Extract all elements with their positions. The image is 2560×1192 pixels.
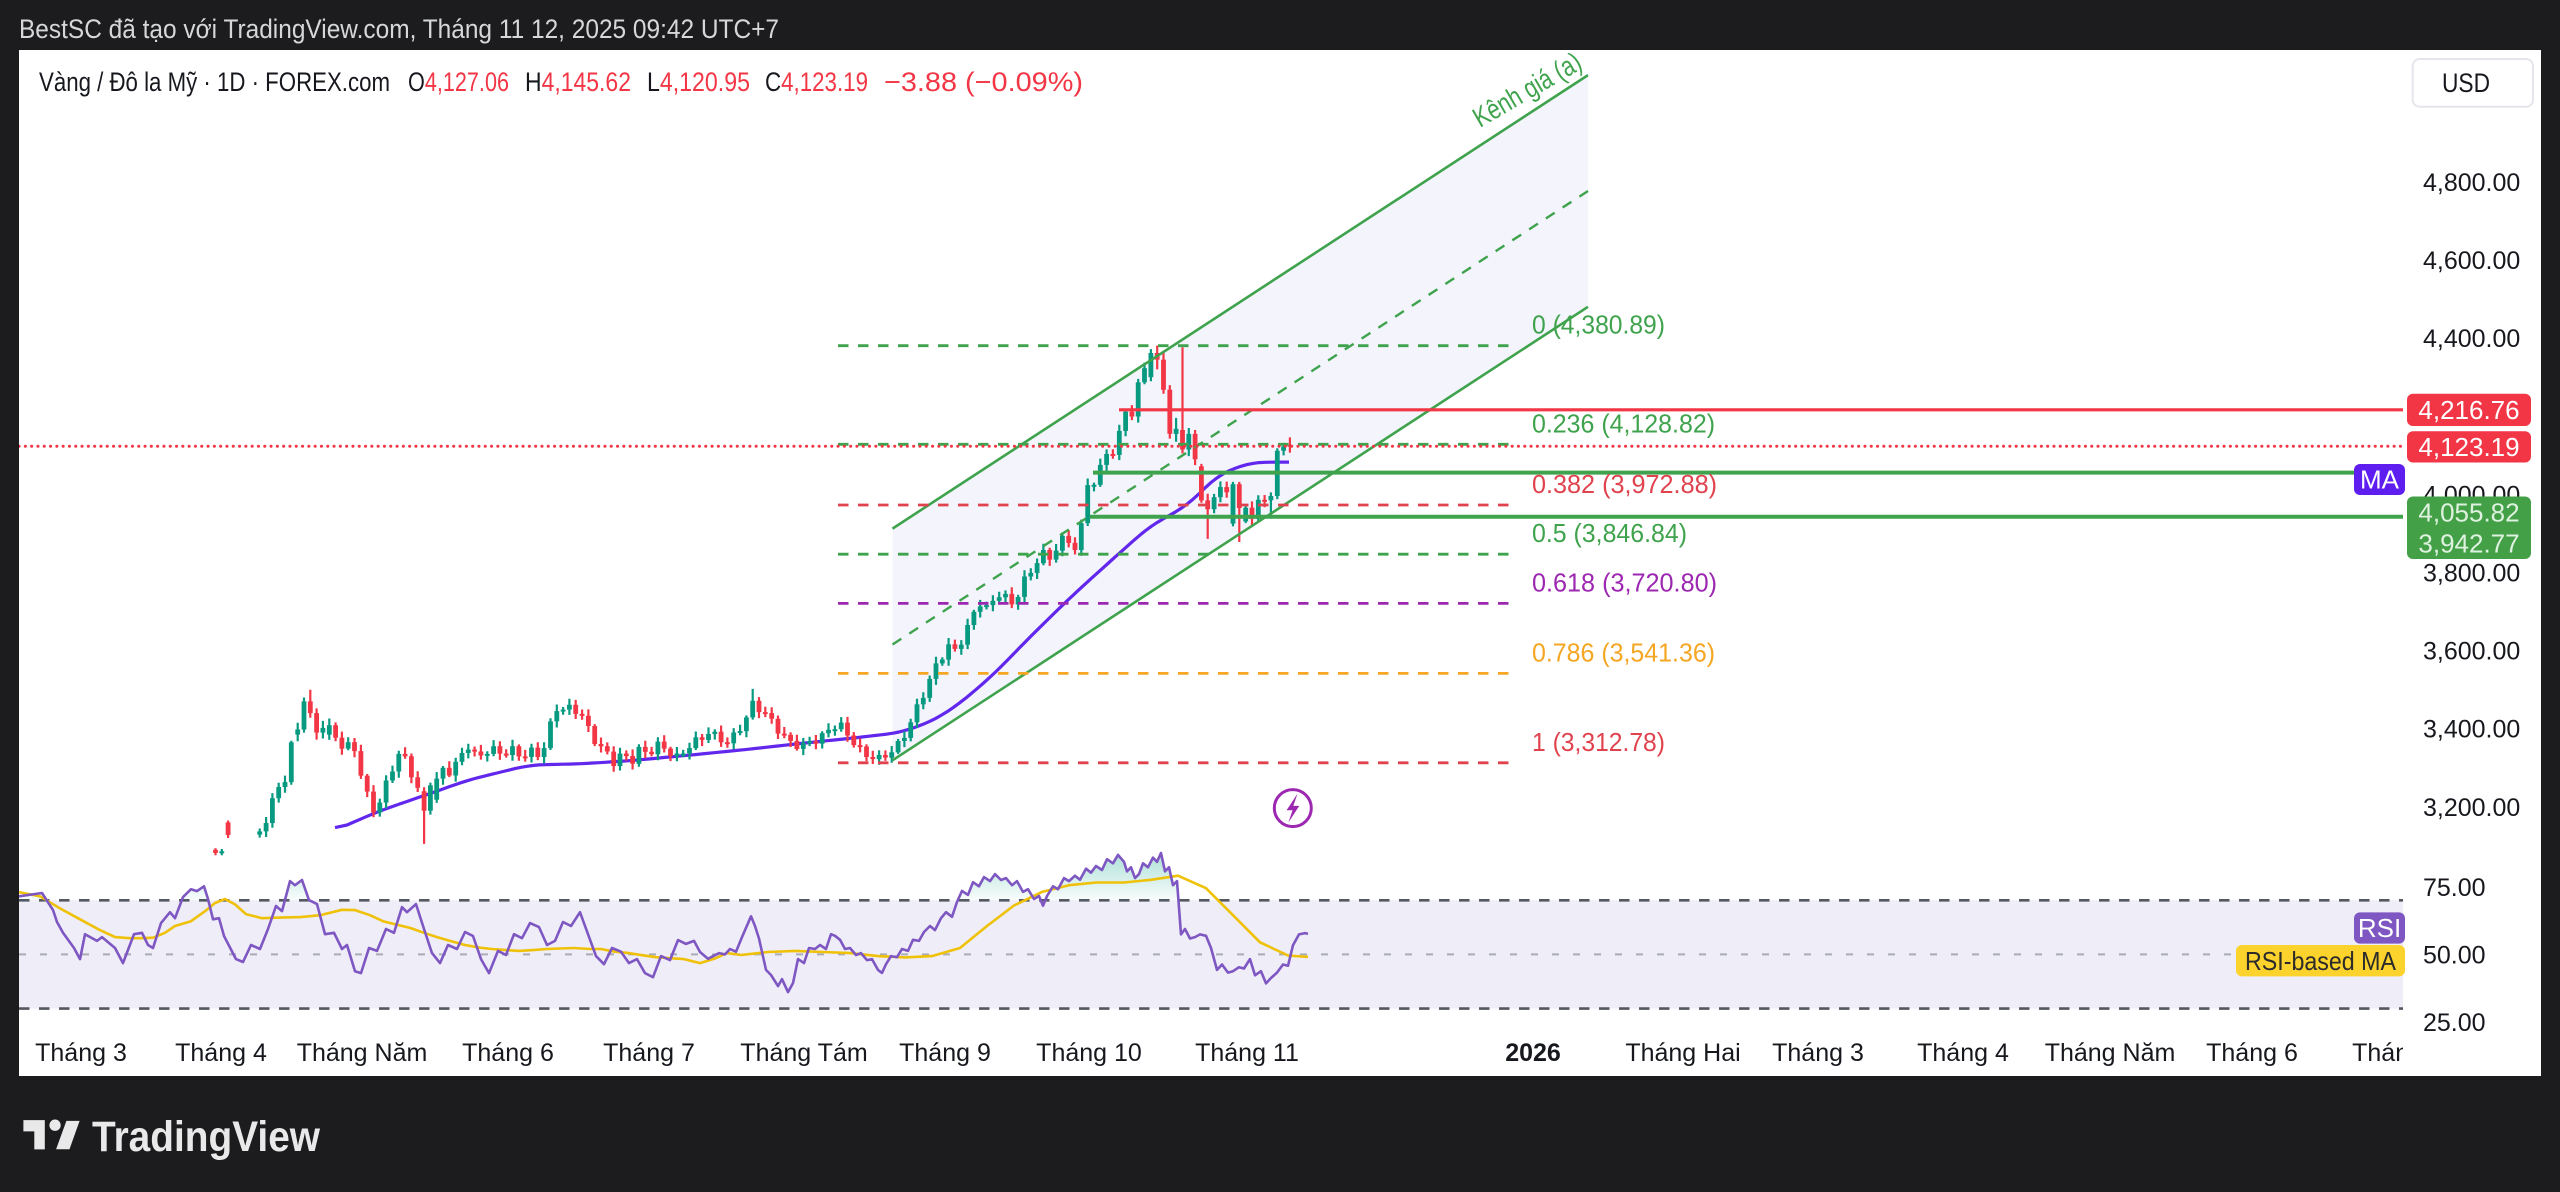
svg-text:L4,120.95: L4,120.95 — [647, 67, 750, 97]
svg-text:4,800.00: 4,800.00 — [2423, 169, 2520, 197]
svg-text:H4,145.62: H4,145.62 — [525, 67, 631, 97]
svg-text:3,942.77: 3,942.77 — [2418, 529, 2519, 559]
svg-text:75.00: 75.00 — [2423, 874, 2486, 902]
svg-text:4,600.00: 4,600.00 — [2423, 247, 2520, 275]
svg-text:TradingView: TradingView — [92, 1113, 320, 1161]
svg-text:0.5 (3,846.84): 0.5 (3,846.84) — [1532, 518, 1687, 548]
svg-text:C4,123.19: C4,123.19 — [765, 67, 868, 97]
svg-text:4,055.82: 4,055.82 — [2418, 498, 2519, 528]
svg-text:Tháng Năm: Tháng Năm — [2045, 1039, 2176, 1067]
svg-text:50.00: 50.00 — [2423, 941, 2486, 969]
svg-text:4,216.76: 4,216.76 — [2418, 395, 2519, 425]
svg-text:0.618 (3,720.80): 0.618 (3,720.80) — [1532, 567, 1717, 597]
svg-text:Tháng 4: Tháng 4 — [1917, 1039, 2009, 1067]
svg-text:Tháng Năm: Tháng Năm — [297, 1039, 428, 1067]
svg-text:3,600.00: 3,600.00 — [2423, 638, 2520, 666]
svg-text:Tháng Hai: Tháng Hai — [1625, 1039, 1740, 1067]
svg-text:RSI-based MA: RSI-based MA — [2245, 946, 2397, 976]
svg-text:USD: USD — [2442, 68, 2490, 98]
svg-text:−3.88 (−0.09%): −3.88 (−0.09%) — [884, 67, 1083, 97]
svg-text:BestSC đã tạo với TradingView.: BestSC đã tạo với TradingView.com, Tháng… — [19, 14, 779, 44]
svg-text:1 (3,312.78): 1 (3,312.78) — [1532, 727, 1665, 757]
svg-text:Tháng 7: Tháng 7 — [603, 1039, 695, 1067]
svg-text:Tháng 10: Tháng 10 — [1036, 1039, 1142, 1067]
svg-text:O4,127.06: O4,127.06 — [408, 67, 509, 97]
svg-text:0.382 (3,972.88): 0.382 (3,972.88) — [1532, 469, 1717, 499]
svg-text:3,400.00: 3,400.00 — [2423, 716, 2520, 744]
svg-text:Tháng 4: Tháng 4 — [175, 1039, 267, 1067]
svg-text:Tháng 3: Tháng 3 — [1772, 1039, 1864, 1067]
svg-text:Vàng / Đô la Mỹ · 1D · FOREX.c: Vàng / Đô la Mỹ · 1D · FOREX.com — [39, 67, 390, 97]
svg-text:Tháng Tám: Tháng Tám — [740, 1039, 867, 1067]
svg-text:3,800.00: 3,800.00 — [2423, 560, 2520, 588]
svg-text:Tháng 3: Tháng 3 — [35, 1039, 127, 1067]
svg-text:Tháng 6: Tháng 6 — [2206, 1039, 2298, 1067]
svg-text:RSI: RSI — [2358, 913, 2401, 943]
svg-text:0.786 (3,541.36): 0.786 (3,541.36) — [1532, 637, 1715, 667]
svg-text:2026: 2026 — [1505, 1039, 1561, 1067]
svg-text:4,400.00: 4,400.00 — [2423, 325, 2520, 353]
svg-text:Tháng 6: Tháng 6 — [462, 1039, 554, 1067]
svg-text:4,123.19: 4,123.19 — [2418, 432, 2519, 462]
svg-text:0.236 (4,128.82): 0.236 (4,128.82) — [1532, 408, 1715, 438]
svg-text:25.00: 25.00 — [2423, 1009, 2486, 1037]
svg-text:MA: MA — [2360, 465, 2400, 495]
svg-text:Tháng 11: Tháng 11 — [1195, 1039, 1299, 1067]
svg-text:3,200.00: 3,200.00 — [2423, 794, 2520, 822]
svg-text:Tháng 7: Tháng 7 — [2352, 1039, 2444, 1067]
svg-text:0 (4,380.89): 0 (4,380.89) — [1532, 310, 1665, 340]
svg-text:Tháng 9: Tháng 9 — [899, 1039, 991, 1067]
